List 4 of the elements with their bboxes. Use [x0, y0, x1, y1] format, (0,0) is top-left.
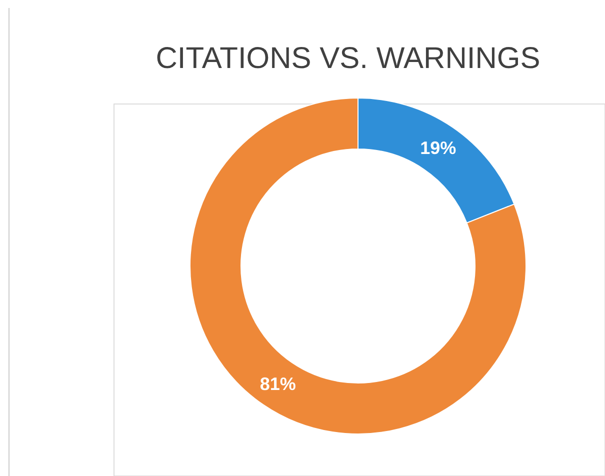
- data-label: 19%: [420, 138, 456, 158]
- data-label: 81%: [260, 374, 296, 394]
- chart-title: CITATIONS VS. WARNINGS: [156, 42, 540, 75]
- donut-slice: [190, 98, 526, 434]
